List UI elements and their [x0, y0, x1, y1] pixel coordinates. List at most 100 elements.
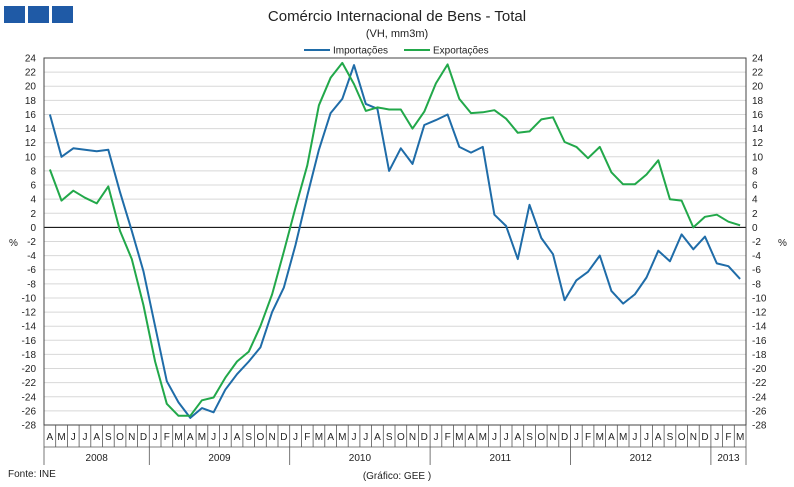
month-label: M — [198, 432, 206, 443]
y-tick-label-right: -8 — [752, 279, 761, 290]
y-tick-label-right: 12 — [752, 138, 764, 149]
month-label: J — [211, 432, 216, 443]
month-label: J — [82, 432, 87, 443]
month-label: J — [504, 432, 509, 443]
y-tick-label-right: 4 — [752, 195, 758, 206]
month-label: J — [223, 432, 228, 443]
y-tick-label-right: -16 — [752, 336, 767, 347]
y-tick-label-right: 0 — [752, 223, 758, 234]
month-label: A — [608, 432, 615, 443]
y-tick-label-right: -28 — [752, 421, 767, 432]
month-label: S — [526, 432, 533, 443]
y-tick-label-right: -6 — [752, 265, 761, 276]
year-label: 2013 — [717, 453, 740, 464]
month-label: A — [655, 432, 662, 443]
month-label: M — [455, 432, 463, 443]
month-label: N — [549, 432, 556, 443]
month-label: S — [667, 432, 674, 443]
year-label: 2012 — [630, 453, 653, 464]
month-label: D — [701, 432, 708, 443]
y-tick-label-left: 4 — [30, 195, 36, 206]
month-label: J — [492, 432, 497, 443]
month-label: M — [315, 432, 323, 443]
y-tick-label-right: -4 — [752, 251, 761, 262]
y-tick-label-left: -6 — [27, 265, 36, 276]
y-tick-label-right: 24 — [752, 54, 764, 65]
series-line-exportacoes — [48, 61, 741, 417]
y-tick-label-right: -10 — [752, 293, 767, 304]
y-axis-label-left: % — [9, 238, 18, 249]
month-label: M — [479, 432, 487, 443]
month-label: S — [105, 432, 112, 443]
month-label: D — [421, 432, 428, 443]
y-tick-label-left: 22 — [25, 68, 37, 79]
y-tick-label-left: -22 — [22, 378, 37, 389]
y-tick-label-left: 10 — [25, 152, 37, 163]
y-tick-label-right: -14 — [752, 322, 767, 333]
y-tick-label-left: 8 — [30, 166, 36, 177]
y-tick-label-right: 10 — [752, 152, 764, 163]
y-tick-label-left: -4 — [27, 251, 36, 262]
month-label: F — [725, 432, 731, 443]
month-label: J — [714, 432, 719, 443]
y-tick-label-right: -22 — [752, 378, 767, 389]
y-tick-label-left: -16 — [22, 336, 37, 347]
y-tick-label-left: -12 — [22, 308, 37, 319]
month-label: J — [153, 432, 158, 443]
y-tick-label-left: 12 — [25, 138, 37, 149]
y-tick-label-left: -20 — [22, 364, 37, 375]
month-label: A — [515, 432, 522, 443]
y-tick-label-left: 0 — [30, 223, 36, 234]
y-tick-label-left: -26 — [22, 406, 37, 417]
y-tick-label-right: -2 — [752, 237, 761, 248]
y-tick-label-right: -12 — [752, 308, 767, 319]
month-label: O — [537, 432, 545, 443]
y-tick-label-left: -10 — [22, 293, 37, 304]
y-tick-label-left: 20 — [25, 82, 37, 93]
y-tick-label-left: 24 — [25, 54, 37, 65]
month-label: O — [678, 432, 686, 443]
month-label: F — [585, 432, 591, 443]
y-tick-label-right: 20 — [752, 82, 764, 93]
month-label: N — [269, 432, 276, 443]
month-label: A — [327, 432, 334, 443]
month-label: A — [47, 432, 54, 443]
series-line-importacoes — [48, 64, 741, 419]
source-note: Fonte: INE — [8, 469, 56, 480]
y-tick-label-right: 14 — [752, 124, 764, 135]
y-tick-label-left: -28 — [22, 421, 37, 432]
month-label: O — [257, 432, 265, 443]
legend-label: Importações — [333, 46, 388, 57]
y-tick-label-left: 18 — [25, 96, 37, 107]
month-label: J — [574, 432, 579, 443]
y-tick-label-right: -20 — [752, 364, 767, 375]
month-label: N — [690, 432, 697, 443]
month-label: S — [245, 432, 252, 443]
y-tick-label-left: -18 — [22, 350, 37, 361]
y-tick-label-left: -8 — [27, 279, 36, 290]
month-label: F — [304, 432, 310, 443]
chart-subtitle: (VH, mm3m) — [365, 28, 429, 40]
y-tick-label-left: -2 — [27, 237, 36, 248]
y-tick-label-right: 22 — [752, 68, 764, 79]
y-axis-label-right: % — [778, 238, 787, 249]
month-label: J — [71, 432, 76, 443]
month-label: M — [736, 432, 744, 443]
y-tick-label-right: 8 — [752, 166, 758, 177]
month-label: J — [433, 432, 438, 443]
y-tick-label-left: 16 — [25, 110, 37, 121]
y-tick-label-right: 16 — [752, 110, 764, 121]
month-label: M — [57, 432, 65, 443]
month-label: N — [128, 432, 135, 443]
y-tick-label-left: 6 — [30, 181, 36, 192]
month-label: M — [338, 432, 346, 443]
month-label: M — [174, 432, 182, 443]
year-label: 2009 — [208, 453, 231, 464]
chart-title: Comércio Internacional de Bens - Total — [267, 8, 527, 25]
y-tick-label-left: 2 — [30, 209, 36, 220]
month-label: N — [409, 432, 416, 443]
month-label: J — [632, 432, 637, 443]
y-tick-label-right: 18 — [752, 96, 764, 107]
month-label: J — [644, 432, 649, 443]
